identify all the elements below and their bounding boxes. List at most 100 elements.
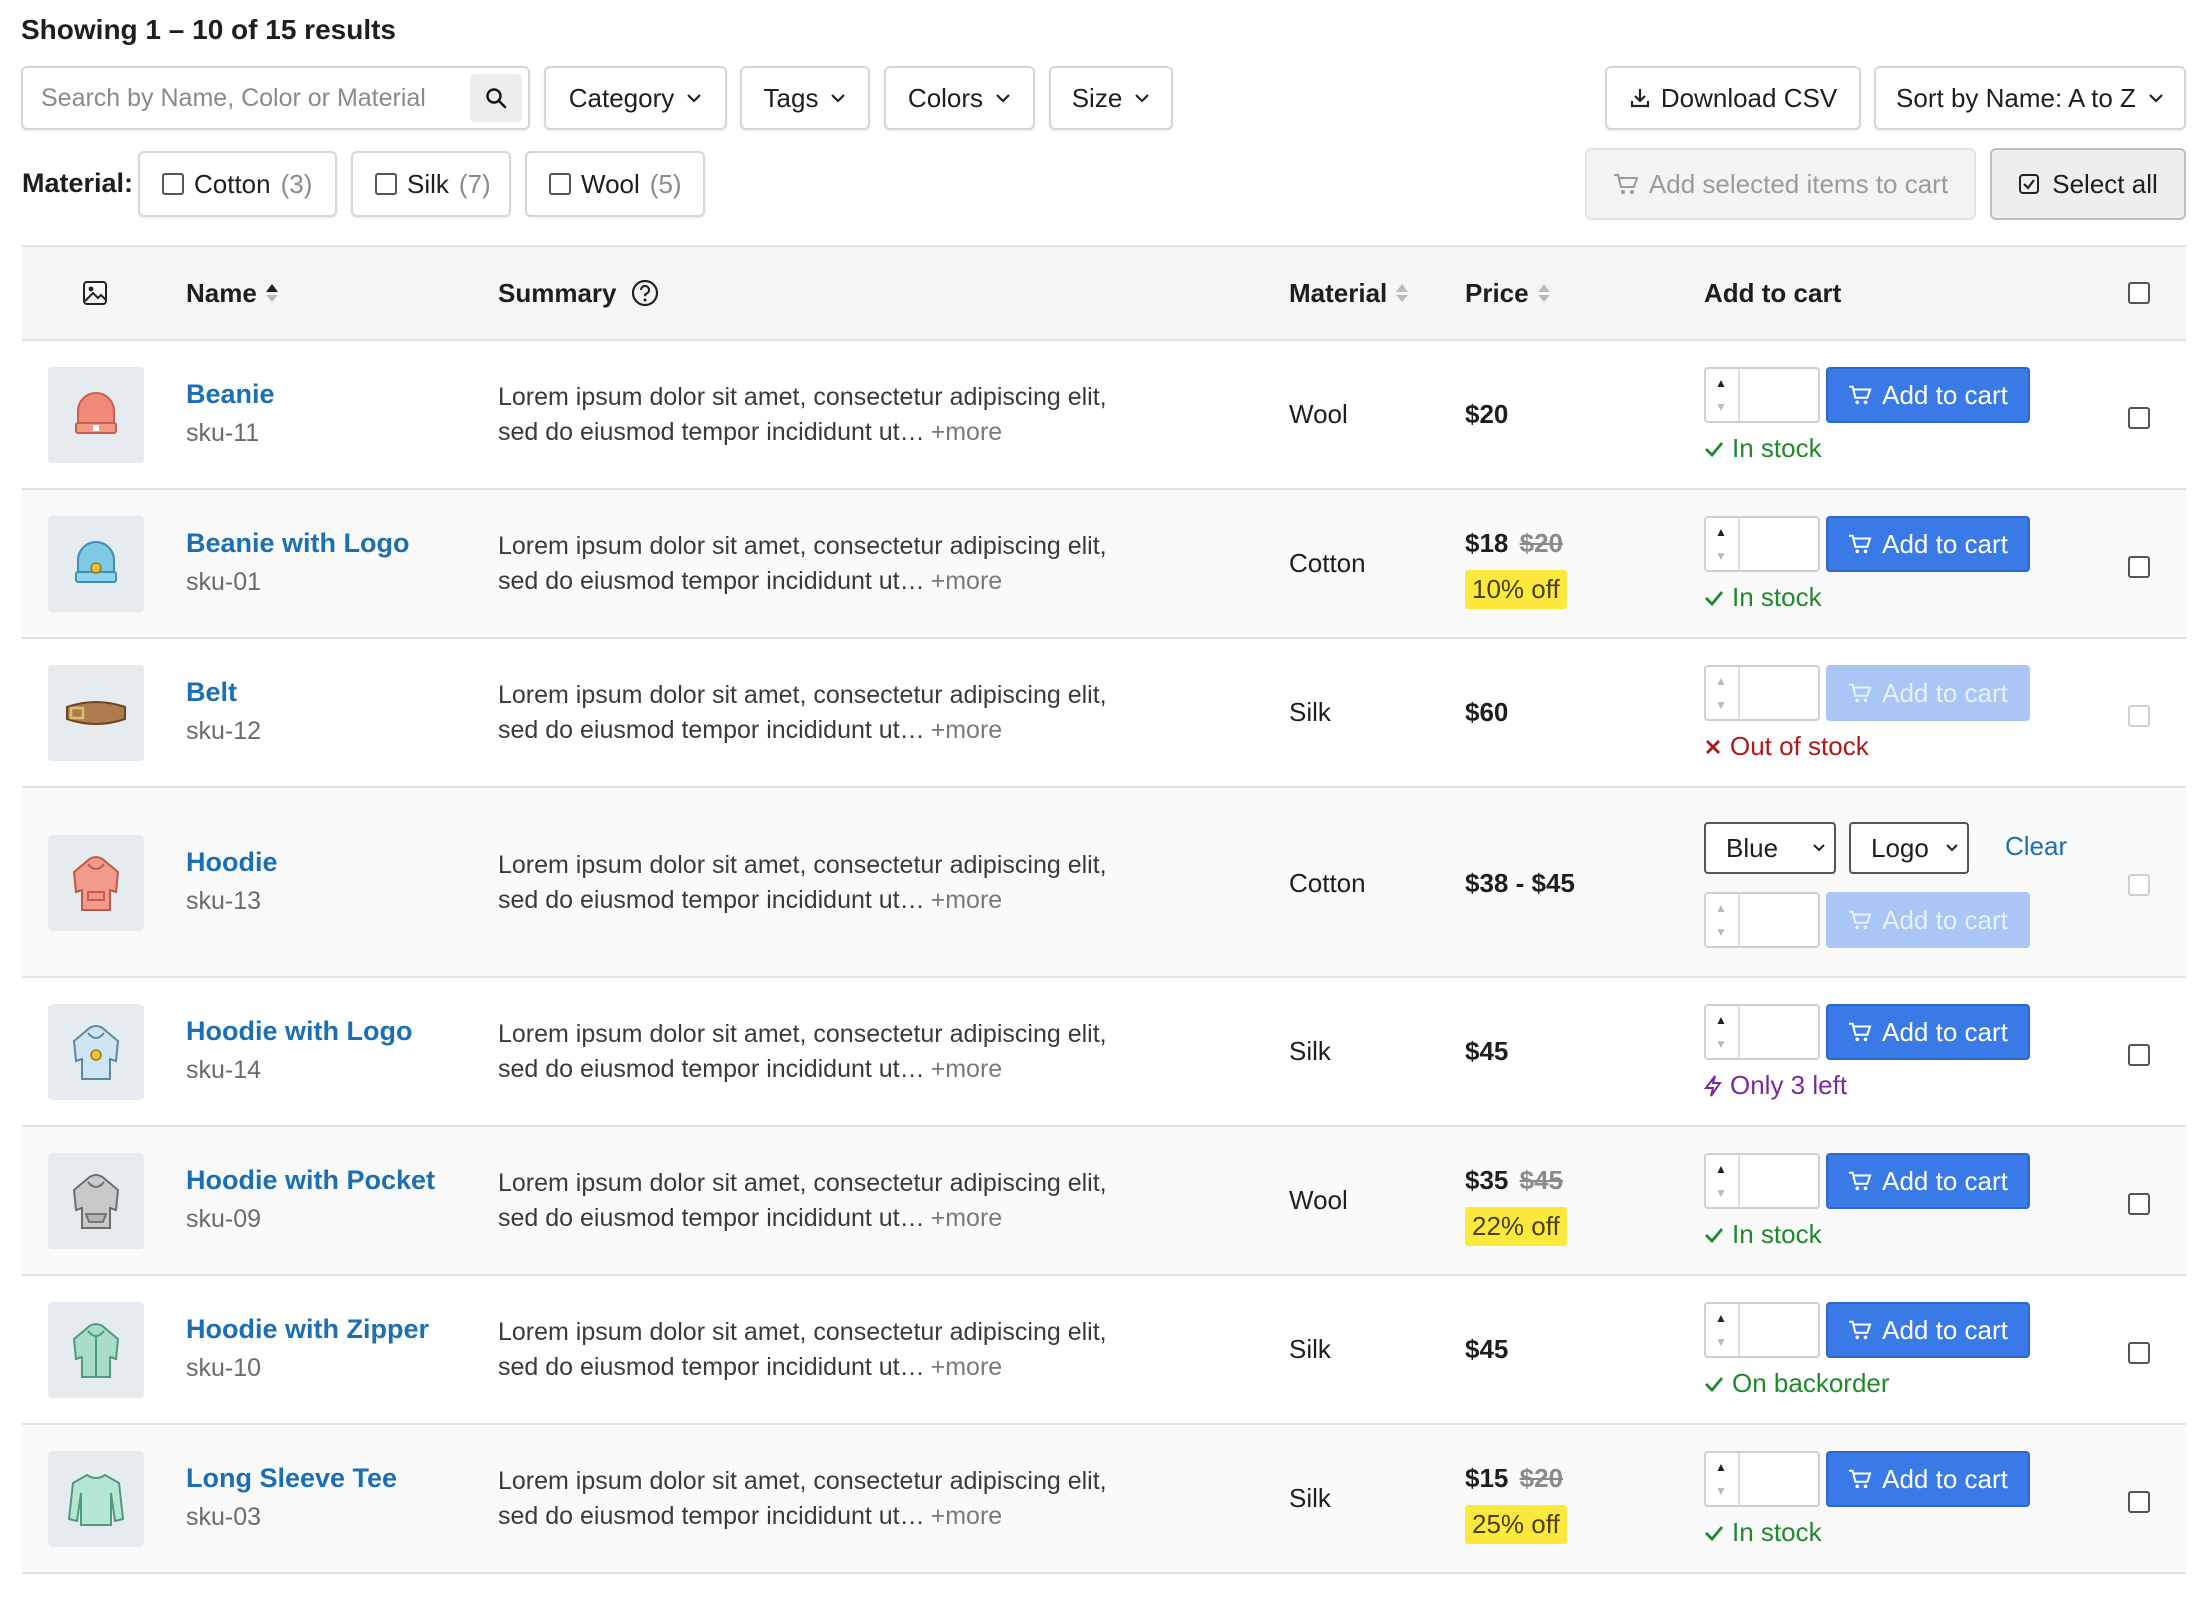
- table-row: Hoodie with Pocket sku-09 Lorem ipsum do…: [22, 1127, 2186, 1276]
- add-to-cart-label: Add to cart: [1882, 1463, 2008, 1494]
- product-name-link[interactable]: Hoodie with Logo: [186, 1016, 413, 1046]
- quantity-stepper[interactable]: ▲ ▼: [1704, 1302, 1820, 1358]
- checkbox[interactable]: [375, 173, 397, 195]
- cart-icon: [1849, 385, 1872, 405]
- add-to-cart-button[interactable]: Add to cart: [1826, 1153, 2030, 1209]
- material-filter-wool[interactable]: Wool (5): [525, 151, 705, 217]
- product-name-link[interactable]: Hoodie with Zipper: [186, 1314, 429, 1344]
- search-button[interactable]: [470, 74, 522, 122]
- more-link[interactable]: +more: [930, 1055, 1003, 1083]
- decrement-icon[interactable]: ▼: [1715, 549, 1727, 563]
- row-select-checkbox[interactable]: [2128, 1193, 2150, 1215]
- increment-icon[interactable]: ▲: [1715, 1013, 1727, 1027]
- increment-icon[interactable]: ▲: [1715, 525, 1727, 539]
- row-select-checkbox[interactable]: [2128, 556, 2150, 578]
- quantity-stepper[interactable]: ▲ ▼: [1704, 1004, 1820, 1060]
- quantity-stepper[interactable]: ▲ ▼: [1704, 367, 1820, 423]
- summary-text: Lorem ipsum dolor sit amet, consectetur …: [498, 851, 1107, 914]
- stock-status-text: Out of stock: [1730, 731, 1869, 761]
- increment-icon[interactable]: ▲: [1715, 1311, 1727, 1325]
- search-input[interactable]: [39, 82, 473, 114]
- material-option-count: (3): [280, 168, 313, 199]
- row-select-checkbox[interactable]: [2128, 1491, 2150, 1513]
- discount-badge: 25% off: [1465, 1505, 1567, 1544]
- more-link[interactable]: +more: [930, 716, 1003, 744]
- product-name-link[interactable]: Beanie with Logo: [186, 528, 410, 558]
- decrement-icon[interactable]: ▼: [1715, 1335, 1727, 1349]
- sort-dropdown[interactable]: Sort by Name: A to Z: [1874, 66, 2186, 130]
- increment-icon[interactable]: ▲: [1715, 376, 1727, 390]
- sort-label: Sort by Name: A to Z: [1896, 82, 2136, 113]
- quantity-stepper: ▲ ▼: [1704, 892, 1820, 948]
- color-variant-select[interactable]: Blue: [1704, 822, 1836, 874]
- quantity-stepper[interactable]: ▲ ▼: [1704, 1153, 1820, 1209]
- decrement-icon[interactable]: ▼: [1715, 1484, 1727, 1498]
- quantity-stepper[interactable]: ▲ ▼: [1704, 516, 1820, 572]
- name-column-header[interactable]: Name: [186, 247, 279, 339]
- material-column-header[interactable]: Material: [1289, 247, 1409, 339]
- product-name-link[interactable]: Beanie: [186, 379, 275, 409]
- search-field[interactable]: [21, 66, 530, 130]
- category-filter-label: Category: [568, 82, 675, 113]
- row-select-checkbox[interactable]: [2128, 407, 2150, 429]
- price-column-header[interactable]: Price: [1465, 247, 1551, 339]
- add-to-cart-label: Add to cart: [1882, 904, 2008, 935]
- size-filter-button[interactable]: Size: [1049, 66, 1173, 130]
- add-to-cart-label: Add to cart: [1882, 1314, 2008, 1345]
- add-to-cart-button[interactable]: Add to cart: [1826, 1004, 2030, 1060]
- product-name-link[interactable]: Long Sleeve Tee: [186, 1463, 398, 1493]
- add-to-cart-button: Add to cart: [1826, 892, 2030, 948]
- decrement-icon[interactable]: ▼: [1715, 1037, 1727, 1051]
- cart-icon: [1849, 1171, 1872, 1191]
- product-name-link[interactable]: Hoodie with Pocket: [186, 1165, 436, 1195]
- download-csv-button[interactable]: Download CSV: [1605, 66, 1861, 130]
- increment-icon[interactable]: ▲: [1715, 1460, 1727, 1474]
- more-link[interactable]: +more: [930, 1353, 1003, 1381]
- x-icon: [1706, 739, 1720, 754]
- material-filter-cotton[interactable]: Cotton (3): [138, 151, 337, 217]
- material-option-count: (5): [649, 168, 682, 199]
- tags-filter-button[interactable]: Tags: [740, 66, 870, 130]
- more-link[interactable]: +more: [930, 567, 1003, 595]
- add-to-cart-button[interactable]: Add to cart: [1826, 1451, 2030, 1507]
- image-column-header: [82, 247, 108, 339]
- material-filter-silk[interactable]: Silk (7): [351, 151, 511, 217]
- product-name-link[interactable]: Belt: [186, 677, 238, 707]
- increment-icon[interactable]: ▲: [1715, 1162, 1727, 1176]
- check-icon: [1705, 1525, 1724, 1541]
- checkbox[interactable]: [162, 173, 184, 195]
- more-link[interactable]: +more: [930, 1502, 1003, 1530]
- select-all-button[interactable]: Select all: [1990, 148, 2186, 220]
- colors-filter-button[interactable]: Colors: [884, 66, 1035, 130]
- cart-icon: [1849, 1320, 1872, 1340]
- more-link[interactable]: +more: [930, 1204, 1003, 1232]
- add-selected-to-cart-button[interactable]: Add selected items to cart: [1585, 148, 1976, 220]
- add-to-cart-button[interactable]: Add to cart: [1826, 367, 2030, 423]
- product-name-link[interactable]: Hoodie: [186, 847, 278, 877]
- clear-variants-link[interactable]: Clear: [2005, 831, 2068, 861]
- decrement-icon[interactable]: ▼: [1715, 400, 1727, 414]
- product-price: $45: [1465, 1334, 1509, 1364]
- add-to-cart-button[interactable]: Add to cart: [1826, 1302, 2030, 1358]
- table-header: Name Summary Material Price Add to cart: [22, 245, 2186, 341]
- more-link[interactable]: +more: [930, 886, 1003, 914]
- help-circle-icon[interactable]: [631, 279, 659, 307]
- table-row: Beanie sku-11 Lorem ipsum dolor sit amet…: [22, 341, 2186, 490]
- checkbox[interactable]: [549, 173, 571, 195]
- belt-icon: [66, 701, 126, 725]
- add-to-cart-button[interactable]: Add to cart: [1826, 516, 2030, 572]
- check-icon: [1705, 1227, 1724, 1243]
- row-select-checkbox[interactable]: [2128, 1044, 2150, 1066]
- select-all-rows-checkbox[interactable]: [2128, 282, 2150, 304]
- cart-icon: [1849, 534, 1872, 554]
- add-to-cart-column-label: Add to cart: [1704, 277, 1842, 308]
- quantity-stepper[interactable]: ▲ ▼: [1704, 1451, 1820, 1507]
- row-select-checkbox[interactable]: [2128, 1342, 2150, 1364]
- logo-variant-select[interactable]: Logo: [1849, 822, 1969, 874]
- decrement-icon[interactable]: ▼: [1715, 1186, 1727, 1200]
- stock-status: In stock: [1704, 1219, 1822, 1250]
- table-row: Hoodie with Zipper sku-10 Lorem ipsum do…: [22, 1276, 2186, 1425]
- more-link[interactable]: +more: [930, 418, 1003, 446]
- category-filter-button[interactable]: Category: [544, 66, 727, 130]
- original-price: $20: [1519, 1463, 1564, 1493]
